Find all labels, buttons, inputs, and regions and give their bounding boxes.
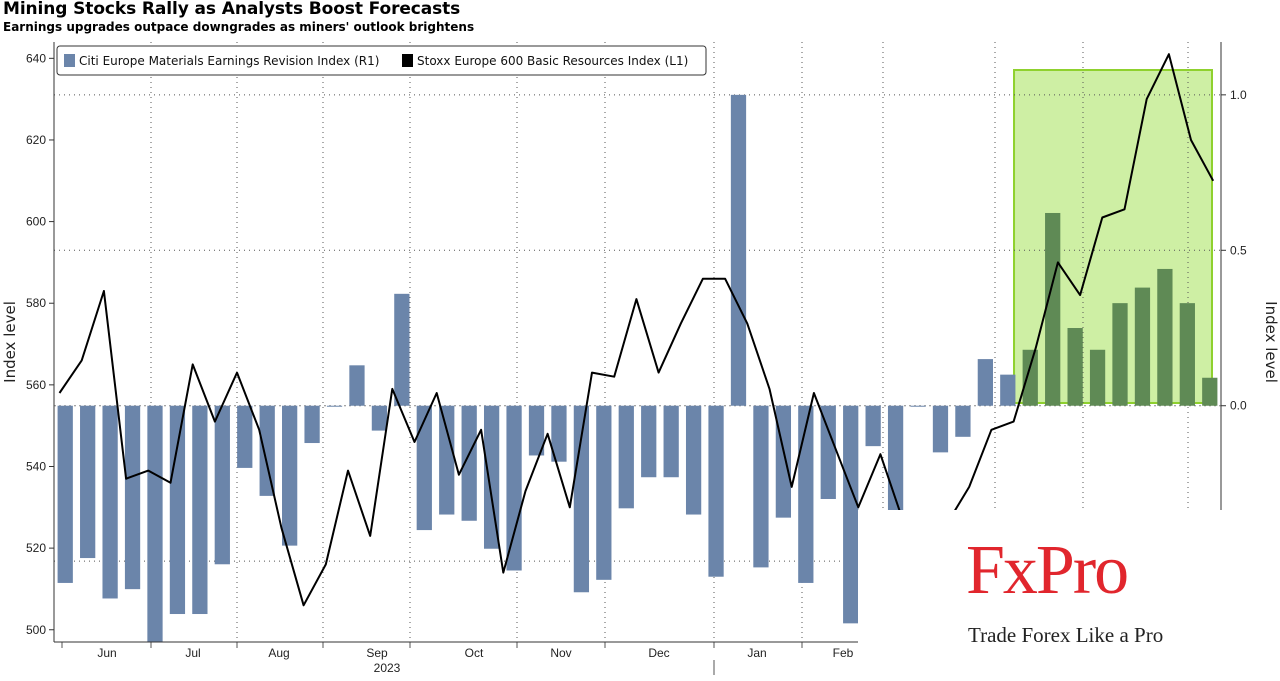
- bar: [573, 405, 590, 593]
- bar: [416, 405, 432, 531]
- bar: [551, 405, 567, 462]
- legend: Citi Europe Materials Earnings Revision …: [56, 45, 707, 76]
- left-tick-label: 520: [26, 541, 46, 555]
- bar: [798, 405, 814, 583]
- bar: [1067, 328, 1083, 406]
- bar: [57, 405, 73, 583]
- legend-swatch-line: [402, 54, 413, 67]
- bar: [1045, 212, 1061, 406]
- right-axis-title: Index level: [1262, 301, 1280, 383]
- left-tick-label: 600: [26, 215, 46, 229]
- bar: [394, 293, 410, 406]
- bar: [730, 94, 747, 406]
- left-tick-label: 560: [26, 378, 46, 392]
- bar: [506, 405, 522, 571]
- legend-label-bars: Citi Europe Materials Earnings Revision …: [79, 54, 379, 68]
- bar: [80, 405, 96, 559]
- legend-swatch-bars: [64, 54, 75, 67]
- bars-layer: [57, 94, 1218, 642]
- bar: [618, 405, 634, 509]
- bar: [1179, 303, 1195, 406]
- year-label: 2023: [374, 661, 401, 675]
- bar: [820, 405, 836, 499]
- bar: [1022, 349, 1038, 406]
- left-axis-title: Index level: [1, 301, 19, 383]
- bar: [326, 405, 343, 407]
- bar: [843, 405, 859, 624]
- logo-tagline: Trade Forex Like a Pro: [968, 623, 1164, 647]
- bar: [371, 405, 388, 431]
- left-tick-label: 500: [26, 623, 46, 637]
- bar: [708, 405, 724, 577]
- bar: [461, 405, 477, 521]
- bar: [641, 405, 657, 478]
- bar: [685, 405, 702, 515]
- month-label: Oct: [465, 646, 484, 660]
- bar: [192, 405, 208, 615]
- right-tick-label: 0.5: [1230, 243, 1247, 257]
- bar: [237, 405, 253, 468]
- bar: [483, 405, 500, 549]
- chart-title: Mining Stocks Rally as Analysts Boost Fo…: [3, 0, 461, 19]
- bar: [1134, 287, 1151, 406]
- right-tick-label: 0.0: [1230, 399, 1247, 413]
- month-label: Nov: [550, 646, 571, 660]
- bar: [1089, 349, 1106, 406]
- bar: [910, 405, 926, 407]
- bar: [1202, 377, 1218, 406]
- left-tick-label: 540: [26, 459, 46, 473]
- bar: [147, 405, 163, 642]
- bar: [528, 405, 545, 456]
- bar: [349, 365, 365, 406]
- month-label: Feb: [833, 646, 854, 660]
- bar: [169, 405, 186, 615]
- right-tick-label: 1.0: [1230, 88, 1247, 102]
- month-label: Jan: [747, 646, 766, 660]
- bar: [663, 405, 679, 478]
- bar: [304, 405, 320, 444]
- brand-logo: FxPro Trade Forex Like a Pro: [858, 510, 1280, 681]
- bar: [1112, 303, 1128, 406]
- logo-wordmark: FxPro: [966, 532, 1129, 609]
- left-tick-label: 620: [26, 133, 46, 147]
- bar: [955, 405, 971, 437]
- bar: [259, 405, 275, 496]
- bar: [1000, 374, 1016, 406]
- month-label: Jul: [185, 646, 200, 660]
- left-tick-label: 580: [26, 296, 46, 310]
- bar: [439, 405, 455, 515]
- month-label: Sep: [366, 646, 388, 660]
- bar: [753, 405, 769, 568]
- line-layer: [58, 53, 1215, 607]
- legend-box: [56, 45, 707, 76]
- month-label: Jun: [97, 646, 116, 660]
- bar: [932, 405, 949, 453]
- bar: [282, 405, 298, 546]
- bar: [865, 405, 881, 447]
- bar: [596, 405, 612, 580]
- legend-label-line: Stoxx Europe 600 Basic Resources Index (…: [417, 54, 688, 68]
- bar: [124, 405, 141, 590]
- month-label: Aug: [268, 646, 289, 660]
- line-series-stoxx: [58, 53, 1215, 607]
- bar: [214, 405, 230, 565]
- bar: [977, 359, 993, 406]
- month-label: Dec: [648, 646, 669, 660]
- chart-subtitle: Earnings upgrades outpace downgrades as …: [3, 20, 475, 34]
- bar: [102, 405, 118, 599]
- axes-layer: Jun Jul Aug Sep Oct Nov Dec Jan Feb 2023 500 520 540…: [1, 42, 1280, 675]
- left-tick-label: 640: [26, 51, 46, 65]
- bar: [1157, 268, 1173, 406]
